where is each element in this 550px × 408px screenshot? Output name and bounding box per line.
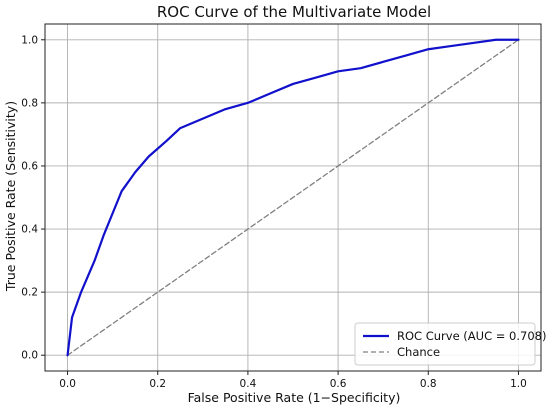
plot-frame xyxy=(44,23,542,372)
y-tick-label: 0.6 xyxy=(21,160,38,172)
x-tick-label: 0.4 xyxy=(240,378,257,390)
legend-roc-label: ROC Curve (AUC = 0.708) xyxy=(397,329,546,343)
y-tick-label: 0.2 xyxy=(21,287,38,299)
x-tick-label: 0.8 xyxy=(420,378,437,390)
x-axis-label: False Positive Rate (1−Specificity) xyxy=(188,390,401,405)
chart-title: ROC Curve of the Multivariate Model xyxy=(157,3,431,21)
series-lines xyxy=(66,38,520,357)
x-tick-label: 0.0 xyxy=(59,378,76,390)
grid-lines xyxy=(45,24,541,371)
chance-line xyxy=(66,39,520,356)
y-tick-label: 1.0 xyxy=(21,34,38,46)
y-tick-label: 0.0 xyxy=(21,350,38,362)
legend: ROC Curve (AUC = 0.708) Chance xyxy=(354,322,546,366)
legend-box xyxy=(354,322,536,366)
y-axis-label: True Positive Rate (Sensitivity) xyxy=(3,101,18,292)
roc-curve-line xyxy=(66,38,520,357)
legend-chance-label: Chance xyxy=(397,345,440,359)
x-tick-label: 0.2 xyxy=(149,378,166,390)
y-tick-label: 0.4 xyxy=(21,224,38,236)
axis-ticks: 0.0 0.2 0.4 0.6 0.8 1.0 0.0 0.2 0.4 0.6 0.8 1.0 xyxy=(21,34,527,390)
x-tick-label: 0.6 xyxy=(330,378,347,390)
y-tick-label: 0.8 xyxy=(21,97,38,109)
x-tick-label: 1.0 xyxy=(510,378,527,390)
